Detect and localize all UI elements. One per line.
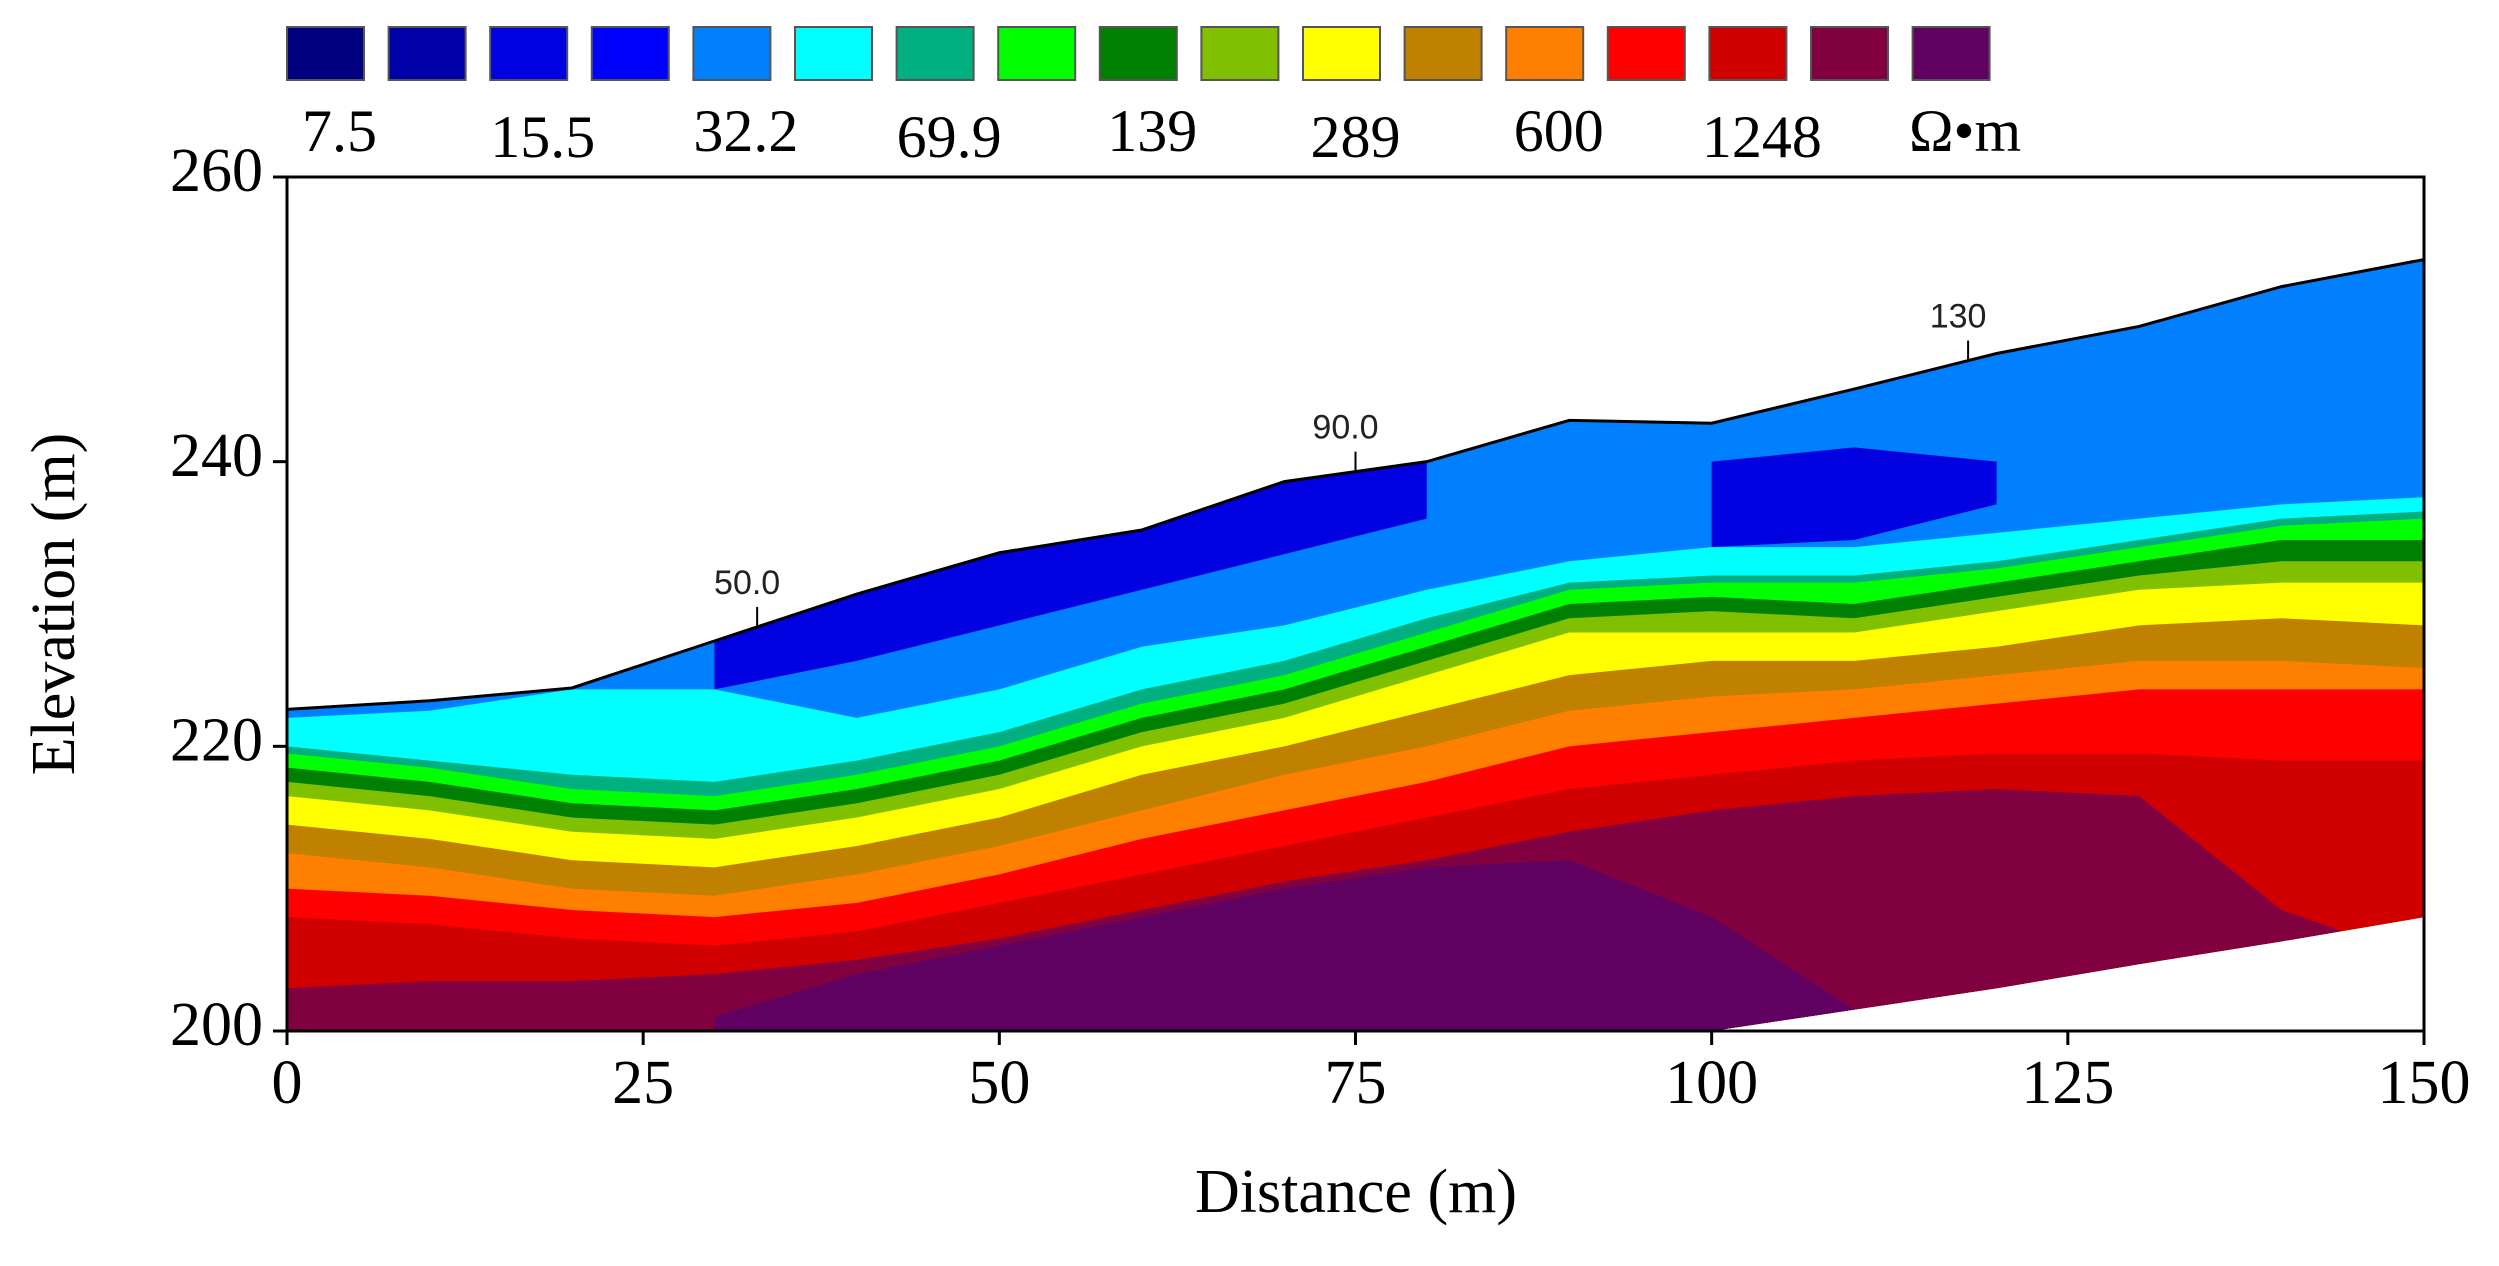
annotation: 90.0: [1312, 409, 1378, 447]
legend-swatch: [895, 26, 975, 81]
legend-swatch: [1403, 26, 1483, 81]
legend-label: 139: [1107, 98, 1197, 164]
x-tick-label: 75: [1325, 1049, 1387, 1117]
legend-label: 69.9: [897, 104, 1002, 170]
x-axis-title: Distance (m): [1195, 1158, 1517, 1226]
legend-swatch: [1606, 26, 1686, 81]
legend-swatch: [1708, 26, 1788, 81]
x-tick-label: 50: [968, 1049, 1030, 1117]
legend-swatch: [794, 26, 873, 81]
legend-swatch: [286, 26, 365, 81]
resistivity-band: [714, 860, 1855, 1031]
legend-swatch: [1810, 26, 1889, 81]
y-tick-label: 200: [170, 991, 263, 1059]
x-tick-label: 125: [2021, 1049, 2114, 1117]
annotation: 130: [1930, 298, 1987, 336]
legend-swatch: [590, 26, 670, 81]
legend-swatch: [1302, 26, 1381, 81]
legend-swatch: [1098, 26, 1178, 81]
legend-swatch: [692, 26, 772, 81]
legend-label: 7.5: [302, 98, 377, 164]
x-tick-label: 100: [1665, 1049, 1758, 1117]
x-tick-label: 150: [2378, 1049, 2471, 1117]
section: [287, 259, 2424, 1031]
legend-swatch: [387, 26, 467, 81]
y-axis-title: Elevation (m): [20, 433, 88, 776]
x-tick-label: 0: [272, 1049, 303, 1117]
legend-swatch: [489, 26, 569, 81]
resistivity-band: [1711, 447, 1997, 548]
y-tick-label: 220: [170, 707, 263, 775]
legend-label: Ω•m: [1909, 98, 2021, 164]
y-tick-label: 260: [170, 137, 263, 205]
legend-label: 15.5: [490, 104, 595, 170]
legend-label: 600: [1514, 98, 1604, 164]
legend-swatch: [1911, 26, 1991, 81]
legend-label: 32.2: [693, 98, 798, 164]
x-tick-label: 25: [612, 1049, 674, 1117]
legend-swatch: [1200, 26, 1280, 81]
legend-swatch: [1505, 26, 1585, 81]
annotation: 50.0: [714, 564, 780, 602]
y-tick-label: 240: [170, 422, 263, 490]
legend-label: 1248: [1702, 104, 1822, 170]
resistivity-band: [714, 461, 1427, 690]
legend-label: 289: [1311, 104, 1401, 170]
legend-swatch: [997, 26, 1077, 81]
